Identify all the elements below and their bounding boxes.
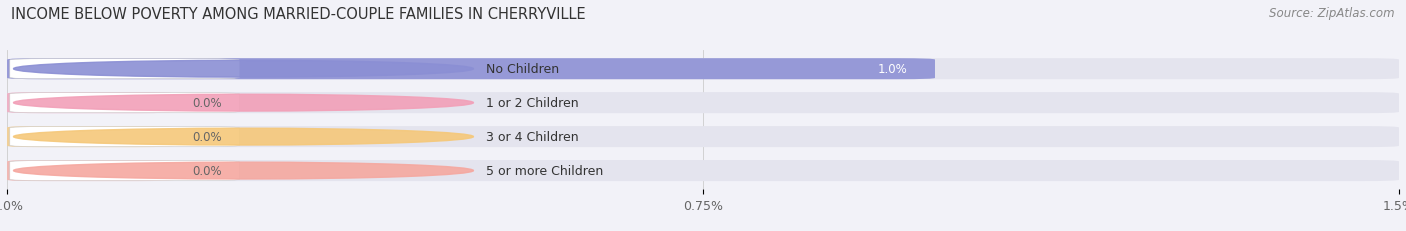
FancyBboxPatch shape: [7, 127, 1399, 148]
FancyBboxPatch shape: [7, 59, 1399, 80]
Circle shape: [14, 61, 474, 78]
Text: 3 or 4 Children: 3 or 4 Children: [486, 131, 579, 143]
Text: INCOME BELOW POVERTY AMONG MARRIED-COUPLE FAMILIES IN CHERRYVILLE: INCOME BELOW POVERTY AMONG MARRIED-COUPL…: [11, 7, 586, 22]
FancyBboxPatch shape: [7, 160, 174, 181]
FancyBboxPatch shape: [7, 59, 935, 80]
Circle shape: [14, 162, 474, 179]
FancyBboxPatch shape: [7, 127, 174, 148]
Text: 1 or 2 Children: 1 or 2 Children: [486, 97, 579, 110]
Text: 0.0%: 0.0%: [193, 131, 222, 143]
Circle shape: [14, 95, 474, 112]
Text: No Children: No Children: [486, 63, 560, 76]
Text: 1.0%: 1.0%: [877, 63, 907, 76]
FancyBboxPatch shape: [10, 127, 239, 147]
Text: 0.0%: 0.0%: [193, 164, 222, 177]
Circle shape: [14, 129, 474, 145]
FancyBboxPatch shape: [7, 93, 1399, 114]
FancyBboxPatch shape: [7, 160, 1399, 181]
FancyBboxPatch shape: [7, 93, 174, 114]
FancyBboxPatch shape: [10, 59, 239, 79]
FancyBboxPatch shape: [10, 161, 239, 181]
Text: Source: ZipAtlas.com: Source: ZipAtlas.com: [1270, 7, 1395, 20]
Text: 5 or more Children: 5 or more Children: [486, 164, 603, 177]
FancyBboxPatch shape: [10, 93, 239, 113]
Text: 0.0%: 0.0%: [193, 97, 222, 110]
